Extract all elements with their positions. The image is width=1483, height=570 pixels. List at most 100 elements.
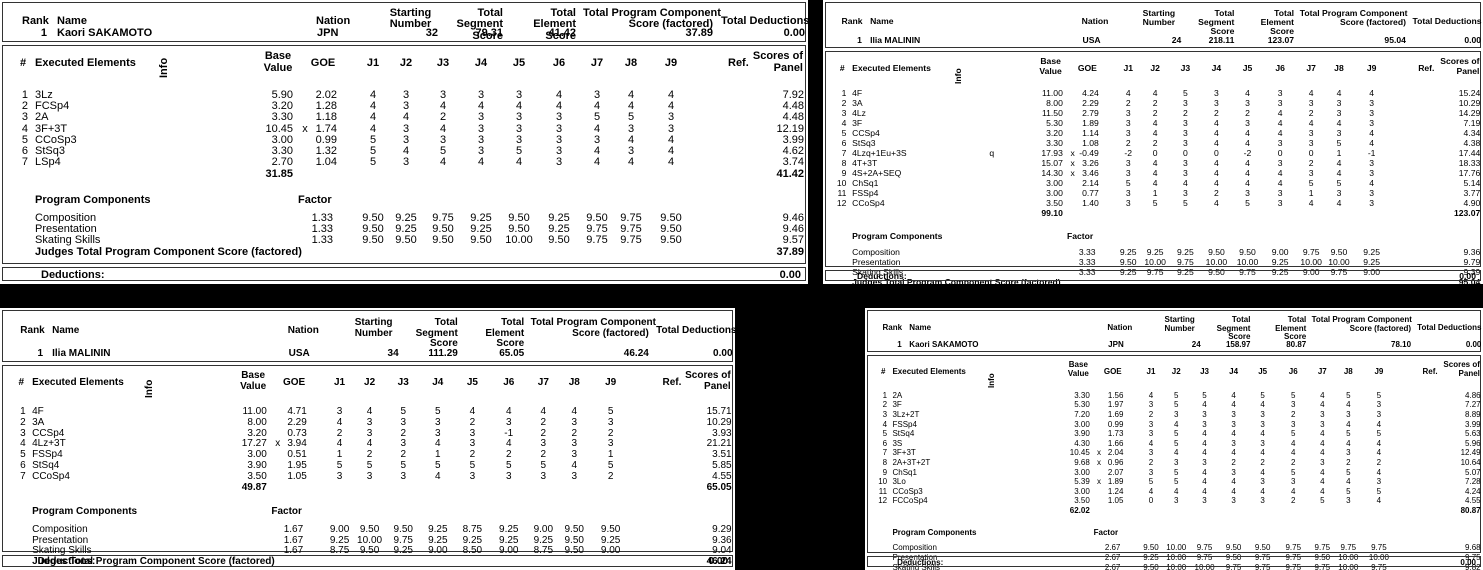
- judge-goe-6: 4: [1277, 168, 1283, 179]
- judge-goe-6: 4: [1277, 108, 1283, 119]
- scores-of-panel-header: Scores of Panel: [676, 370, 731, 392]
- judge-goe-1: 3: [1125, 118, 1131, 129]
- judge-goe-3: 4: [1202, 486, 1207, 496]
- element-number: 2: [882, 400, 888, 410]
- goe-value: 1.95: [287, 460, 307, 471]
- goe-value: 1.89: [1082, 118, 1099, 129]
- base-value: 3.30: [1074, 390, 1090, 400]
- skater-name: Kaori SAKAMOTO: [57, 27, 153, 39]
- judge-goe-7: 3: [1308, 128, 1314, 139]
- elements-table: # Executed Elements Info Base Value GOE J1 J2 J3…: [2, 365, 733, 567]
- judge-header-9: J9: [1366, 63, 1377, 73]
- score-sheet-panel: Rank Name Nation Starting Number Total Segment…: [865, 308, 1483, 570]
- base-value: 3.50: [1046, 198, 1063, 209]
- judge-pcs-3: 9.25: [1177, 247, 1194, 258]
- judge-goe-5: 4: [1245, 88, 1250, 99]
- judge-goe-2: 3: [366, 427, 373, 439]
- judge-header-7: J7: [590, 57, 604, 69]
- panel-score: 5.07: [1465, 467, 1481, 477]
- judge-pcs-9: 9.00: [1363, 267, 1380, 278]
- judge-goe-6: 3: [1277, 198, 1283, 209]
- score-sheet-panel: Rank Name Nation Starting Number Total Segment…: [0, 308, 735, 570]
- judge-goe-1: 5: [336, 460, 343, 471]
- rank-label: Rank: [882, 323, 903, 333]
- judge-pcs-7: 9.75: [586, 234, 608, 247]
- judge-goe-3: 5: [1183, 88, 1188, 99]
- goe-value: 2.04: [1107, 448, 1124, 458]
- judge-goe-7: 4: [1308, 118, 1314, 129]
- base-value: 3.50: [1074, 496, 1090, 506]
- rank-label: Rank: [841, 16, 863, 27]
- scores-of-panel-header-line: Panel: [704, 381, 731, 392]
- component-panel-score: 9.46: [782, 223, 804, 236]
- panel-score: 5.85: [712, 460, 732, 471]
- judge-goe-4: 4: [477, 156, 485, 169]
- total-segment-score-value: 79.31: [475, 27, 503, 39]
- panel-score: 5.96: [1465, 438, 1481, 448]
- goe-value: 2.07: [1107, 467, 1124, 477]
- judge-goe-4: 4: [1231, 429, 1236, 439]
- judge-pcs-8: 9.50: [564, 545, 584, 557]
- element-number: 10: [878, 477, 888, 487]
- rank-value: 1: [857, 35, 862, 46]
- judge-goe-5: 3: [515, 133, 523, 146]
- panel-score: 17.44: [1458, 148, 1481, 159]
- tpcs-label-line: Total Program Component: [1311, 315, 1412, 325]
- judge-goe-1: 3: [1125, 108, 1131, 119]
- judge-pcs-3: 9.75: [1196, 543, 1213, 553]
- total-segment-score-label: Total Segment Score: [1205, 315, 1251, 341]
- starting-number-label-line: Number: [1142, 17, 1176, 28]
- panel-score: 4.90: [1463, 198, 1481, 209]
- goe-value: 2.14: [1082, 178, 1099, 189]
- element-number: 6: [21, 145, 28, 158]
- rank-label: Rank: [22, 14, 49, 27]
- panel-score: 4.24: [1465, 486, 1481, 496]
- judge-goe-4: 4: [435, 470, 441, 482]
- total-element-score-label-line: Element: [533, 18, 576, 31]
- base-value: 3.90: [247, 460, 267, 471]
- judge-pcs-6: 9.50: [548, 234, 570, 247]
- judge-goe-4: 4: [1214, 178, 1219, 189]
- executed-elements-header: Executed Elements: [892, 367, 966, 376]
- total-element-score-label: Total Element Score: [518, 7, 576, 43]
- judge-goe-6: 4: [1291, 486, 1296, 496]
- element-number: 4: [841, 118, 847, 129]
- base-value: 8.00: [247, 416, 267, 428]
- judge-pcs-7: 8.75: [533, 545, 554, 557]
- judge-pcs-3: 9.50: [432, 234, 454, 247]
- judge-goe-6: 3: [1277, 188, 1283, 199]
- judge-pcs-7: 9.50: [586, 211, 608, 224]
- program-components-header: Program Components: [35, 193, 151, 206]
- component-panel-score: 9.57: [782, 234, 804, 247]
- judge-goe-7: 4: [1320, 390, 1325, 400]
- judge-goe-1: 4: [1148, 390, 1154, 400]
- starting-number-value: 32: [425, 27, 438, 39]
- component-factor: 3.33: [1078, 267, 1096, 278]
- scores-of-panel-header-line: Scores of: [752, 50, 803, 62]
- panel-score: 3.93: [712, 427, 732, 439]
- goe-header: GOE: [1077, 63, 1097, 73]
- total-segment-score-label-line: Score: [1210, 26, 1235, 37]
- tpcs-label: Total Program Component Score (factored): [1311, 315, 1412, 333]
- starting-number-label-line: Starting: [354, 317, 393, 329]
- panel-score: 3.77: [1463, 188, 1481, 199]
- judge-header-9: J9: [1374, 367, 1384, 376]
- base-value-header: Base Value: [1034, 56, 1067, 76]
- judge-goe-6: 3: [555, 122, 563, 135]
- goe-value: 1.05: [287, 470, 307, 482]
- judge-header-5: J5: [1258, 367, 1268, 376]
- starting-number-label-line: Number: [389, 18, 432, 31]
- judge-header-7: J7: [537, 377, 549, 388]
- base-value: 10.45: [1069, 448, 1090, 458]
- judge-pcs-8: 10.00: [1328, 257, 1350, 268]
- judge-pcs-1: 9.00: [329, 523, 350, 535]
- judge-goe-2: 4: [366, 406, 373, 417]
- element-code: 4S+2A+SEQ: [852, 168, 902, 179]
- judge-goe-9: 3: [1369, 98, 1375, 109]
- goe-value: 4.71: [287, 406, 307, 417]
- judge-goe-8: 4: [1346, 419, 1351, 429]
- base-value: 3.00: [1074, 467, 1090, 477]
- judge-goe-5: 4: [1245, 138, 1250, 149]
- panel-score: 4.86: [1465, 390, 1481, 400]
- component-factor: 1.33: [311, 211, 333, 224]
